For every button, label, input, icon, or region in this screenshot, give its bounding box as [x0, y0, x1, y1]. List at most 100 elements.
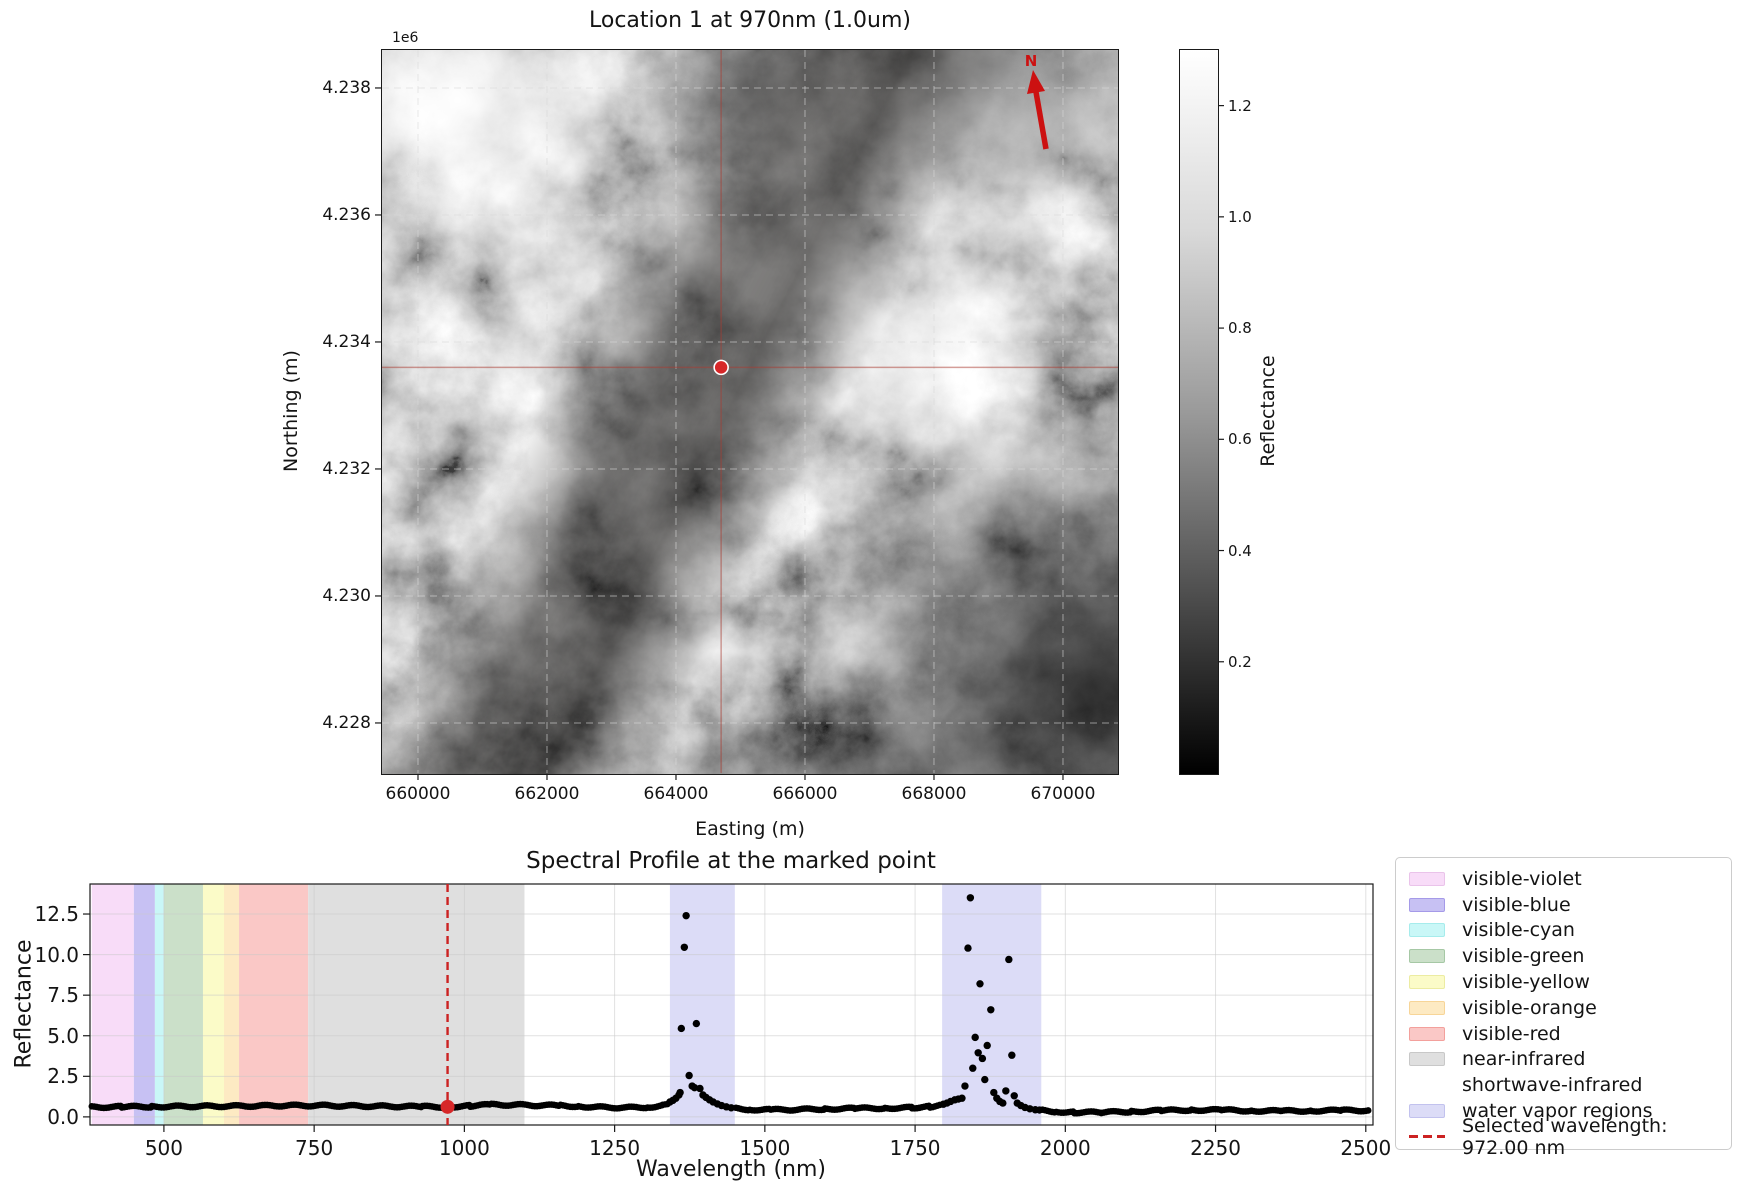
map-x-tick: 668000 — [901, 784, 967, 804]
baseline-point — [271, 1102, 278, 1110]
spectral-y-tick: 2.5 — [47, 1064, 79, 1089]
baseline-point — [1232, 1106, 1240, 1114]
baseline-point — [1098, 1109, 1105, 1117]
baseline-point — [613, 1105, 621, 1112]
baseline-point — [128, 1102, 135, 1110]
legend-item-label: near-infrared — [1462, 1048, 1586, 1071]
baseline-point — [1277, 1107, 1284, 1115]
baseline-point — [398, 1103, 406, 1111]
baseline-point — [1318, 1107, 1325, 1115]
baseline-point — [1147, 1107, 1154, 1114]
baseline-point — [769, 1105, 777, 1113]
baseline-point — [923, 1102, 930, 1110]
baseline-point — [596, 1103, 604, 1110]
baseline-point — [1174, 1106, 1182, 1114]
baseline-point — [608, 1104, 616, 1112]
baseline-point — [1218, 1106, 1225, 1114]
baseline-point — [920, 1103, 928, 1111]
baseline-point — [100, 1104, 108, 1112]
baseline-point — [495, 1101, 502, 1108]
baseline-point — [107, 1103, 115, 1111]
peak-point — [987, 1006, 995, 1014]
baseline-point — [357, 1102, 365, 1110]
baseline-point — [1350, 1107, 1358, 1114]
spectral-ylabel: Reflectance — [11, 939, 37, 1069]
baseline-point — [1207, 1106, 1215, 1113]
baseline-point — [1292, 1107, 1300, 1115]
baseline-point — [571, 1103, 579, 1111]
baseline-point — [1119, 1108, 1127, 1116]
baseline-point — [606, 1104, 614, 1111]
legend-item: visible-blue — [1409, 892, 1731, 918]
baseline-point — [1184, 1107, 1192, 1115]
baseline-point — [1250, 1107, 1258, 1115]
peak-point — [961, 1082, 969, 1090]
baseline-point — [1242, 1108, 1249, 1115]
baseline-point — [868, 1104, 876, 1112]
baseline-point — [497, 1101, 505, 1109]
legend-color-swatch — [1409, 923, 1445, 938]
baseline-point — [1069, 1108, 1077, 1115]
band-near-infrared — [308, 884, 525, 1125]
peak-point — [699, 1091, 707, 1099]
baseline-point — [312, 1102, 319, 1110]
baseline-point — [1202, 1107, 1210, 1114]
baseline-point — [388, 1103, 396, 1111]
spectral-x-tick: 1000 — [438, 1136, 490, 1160]
baseline-point — [400, 1103, 408, 1110]
colorbar — [1179, 49, 1219, 775]
baseline-point — [182, 1103, 189, 1110]
baseline-point — [1092, 1108, 1100, 1116]
baseline-point — [1188, 1106, 1195, 1113]
baseline-point — [1087, 1108, 1095, 1115]
peak-point — [676, 1088, 684, 1097]
baseline-point — [1144, 1107, 1152, 1115]
peak-point — [696, 1084, 704, 1093]
baseline-point — [456, 1103, 463, 1111]
baseline-point — [644, 1104, 651, 1111]
spectral-y-tick: 12.5 — [34, 902, 79, 927]
baseline-point — [451, 1104, 459, 1111]
baseline-point — [1075, 1109, 1083, 1117]
baseline-point — [251, 1103, 259, 1110]
baseline-point — [925, 1102, 933, 1110]
baseline-point — [155, 1103, 163, 1111]
legend-color-swatch — [1409, 1026, 1445, 1041]
baseline-point — [779, 1106, 787, 1113]
baseline-point — [553, 1101, 560, 1109]
peak-point — [1031, 1106, 1039, 1114]
baseline-point — [285, 1101, 293, 1109]
baseline-point — [165, 1103, 173, 1111]
baseline-point — [345, 1102, 353, 1109]
legend-color-swatch — [1409, 897, 1445, 912]
baseline-point — [201, 1102, 209, 1109]
baseline-point — [259, 1101, 266, 1109]
legend-color-swatch — [1409, 871, 1445, 886]
baseline-point — [886, 1105, 894, 1112]
baseline-point — [446, 1103, 454, 1111]
baseline-point — [102, 1104, 110, 1112]
baseline-point — [601, 1103, 609, 1111]
legend-item-label: visible-orange — [1462, 996, 1597, 1019]
baseline-point — [870, 1105, 878, 1113]
map-x-tick: 662000 — [514, 784, 580, 804]
peak-point — [1021, 1103, 1029, 1112]
baseline-point — [237, 1102, 245, 1109]
peak-point — [688, 1082, 696, 1090]
baseline-point — [314, 1101, 322, 1109]
baseline-point — [1302, 1108, 1309, 1115]
baseline-point — [153, 1103, 161, 1111]
baseline-point — [405, 1102, 413, 1110]
baseline-point — [791, 1106, 799, 1114]
baseline-point — [767, 1106, 775, 1113]
baseline-point — [1247, 1107, 1254, 1115]
baseline-point — [1179, 1107, 1187, 1115]
baseline-point — [1362, 1107, 1370, 1115]
baseline-point — [1343, 1106, 1350, 1113]
baseline-point — [348, 1101, 355, 1109]
baseline-point — [512, 1101, 519, 1108]
baseline-point — [1290, 1107, 1297, 1114]
baseline-point — [555, 1102, 563, 1110]
baseline-point — [1337, 1107, 1344, 1114]
baseline-point — [191, 1103, 199, 1111]
